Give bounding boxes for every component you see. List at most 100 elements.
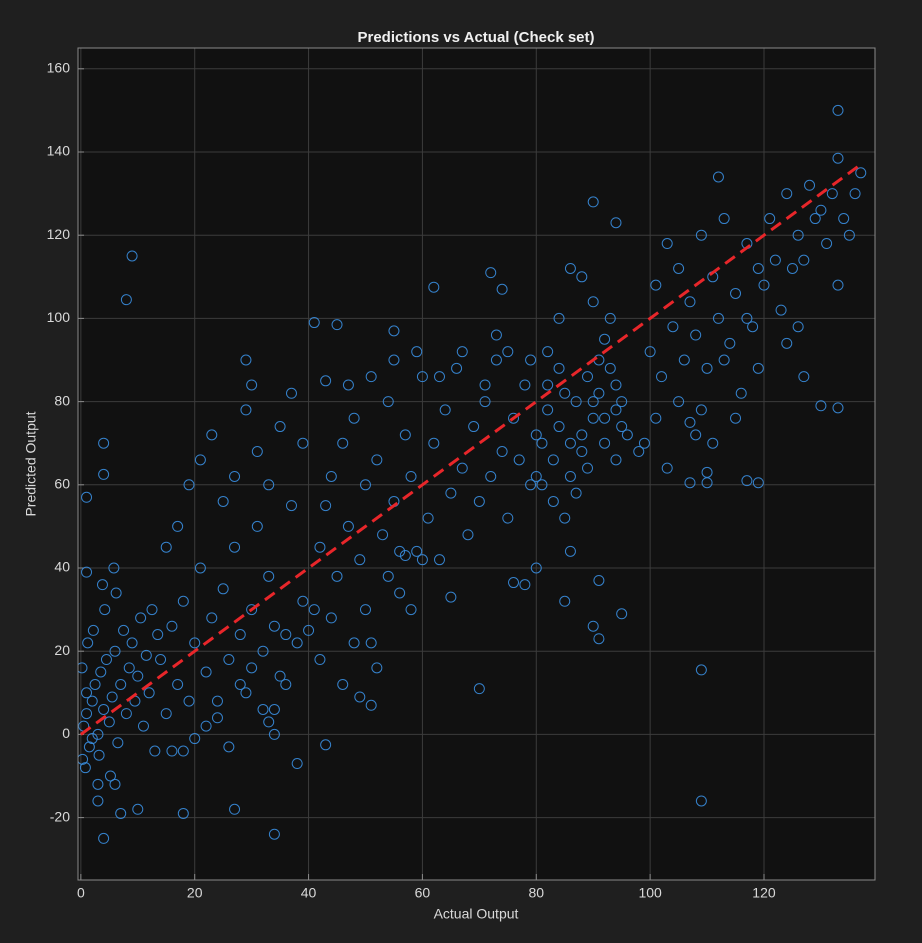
scatter-point [251,520,263,532]
scatter-point [564,470,576,482]
scatter-point [616,421,628,433]
scatter-point [132,803,144,815]
scatter-point [135,612,147,624]
reference-line [79,163,862,736]
scatter-point [394,587,406,599]
scatter-point [496,446,508,458]
scatter-point [530,470,542,482]
scatter-point [268,828,280,840]
scatter-point [81,687,93,699]
scatter-point [280,678,292,690]
scatter-point [769,254,781,266]
scatter-point [112,737,124,749]
scatter-point [331,570,343,582]
scatter-point [183,695,195,707]
scatter-point [730,412,742,424]
x-axis-label: Actual Output [434,906,519,922]
scatter-point [513,454,525,466]
scatter-point [194,562,206,574]
scatter-point [621,429,633,441]
scatter-point [98,832,110,844]
scatter-point [115,678,127,690]
scatter-point [92,778,104,790]
scatter-point [553,362,565,374]
scatter-point [610,404,622,416]
scatter-point [78,753,89,765]
scatter-point [576,429,588,441]
scatter-point [246,604,258,616]
scatter-point [110,587,122,599]
scatter-point [792,229,804,241]
scatter-point [140,649,152,661]
scatter-point [194,454,206,466]
scatter-point [416,554,428,566]
scatter-point [502,512,514,524]
scatter-point [695,404,707,416]
scatter-point [559,512,571,524]
plot-area [78,48,875,880]
scatter-point [98,468,110,480]
scatter-point [599,437,611,449]
scatter-point [775,304,787,316]
scatter-point [462,529,474,541]
scatter-point [177,595,189,607]
y-tick-label: 40 [54,559,70,575]
scatter-point [542,404,554,416]
scatter-point [468,421,480,433]
scatter-point [832,152,844,164]
scatter-point [394,545,406,557]
scatter-point [815,204,827,216]
scatter-point [479,379,491,391]
scatter-point [530,562,542,574]
scatter-point [570,487,582,499]
scatter-point [502,346,514,358]
scatter-point [263,479,275,491]
scatter-point [525,354,537,366]
scatter-point [752,477,764,489]
scatter-point [490,354,502,366]
scatter-point [200,666,212,678]
scatter-point [359,604,371,616]
scatter-point [115,807,127,819]
scatter-point [536,479,548,491]
scatter-point [695,229,707,241]
scatter-point [650,412,662,424]
scatter-point [155,654,167,666]
scatter-point [616,396,628,408]
scatter-point [673,262,685,274]
scatter-point [337,437,349,449]
scatter-point [297,437,309,449]
scatter-point [79,762,91,774]
scatter-point [217,495,229,507]
y-tick-label: 100 [47,309,71,325]
scatter-point [211,712,223,724]
scatter-point [564,545,576,557]
scatter-point [211,695,223,707]
scatter-point [724,337,736,349]
scatter-point [701,466,713,478]
scatter-point [479,396,491,408]
scatter-point [838,213,850,225]
scatter-point [223,654,235,666]
scatter-point [445,591,457,603]
scatter-point [137,720,149,732]
scatter-point [106,691,118,703]
scatter-point [89,678,101,690]
scatter-point [223,741,235,753]
scatter-point [240,354,252,366]
scatter-point [342,520,354,532]
scatter-point [508,412,520,424]
scatter-point [189,637,201,649]
scatter-point [849,188,861,200]
scatter-point [695,795,707,807]
scatter-point [229,803,241,815]
scatter-point [166,620,178,632]
scatter-point [456,346,468,358]
scatter-point [291,758,303,770]
scatter-point [365,699,377,711]
scatter-point [616,608,628,620]
scatter-point [650,279,662,291]
scatter-point [690,429,702,441]
y-tick-label: 80 [54,392,70,408]
scatter-point [359,479,371,491]
